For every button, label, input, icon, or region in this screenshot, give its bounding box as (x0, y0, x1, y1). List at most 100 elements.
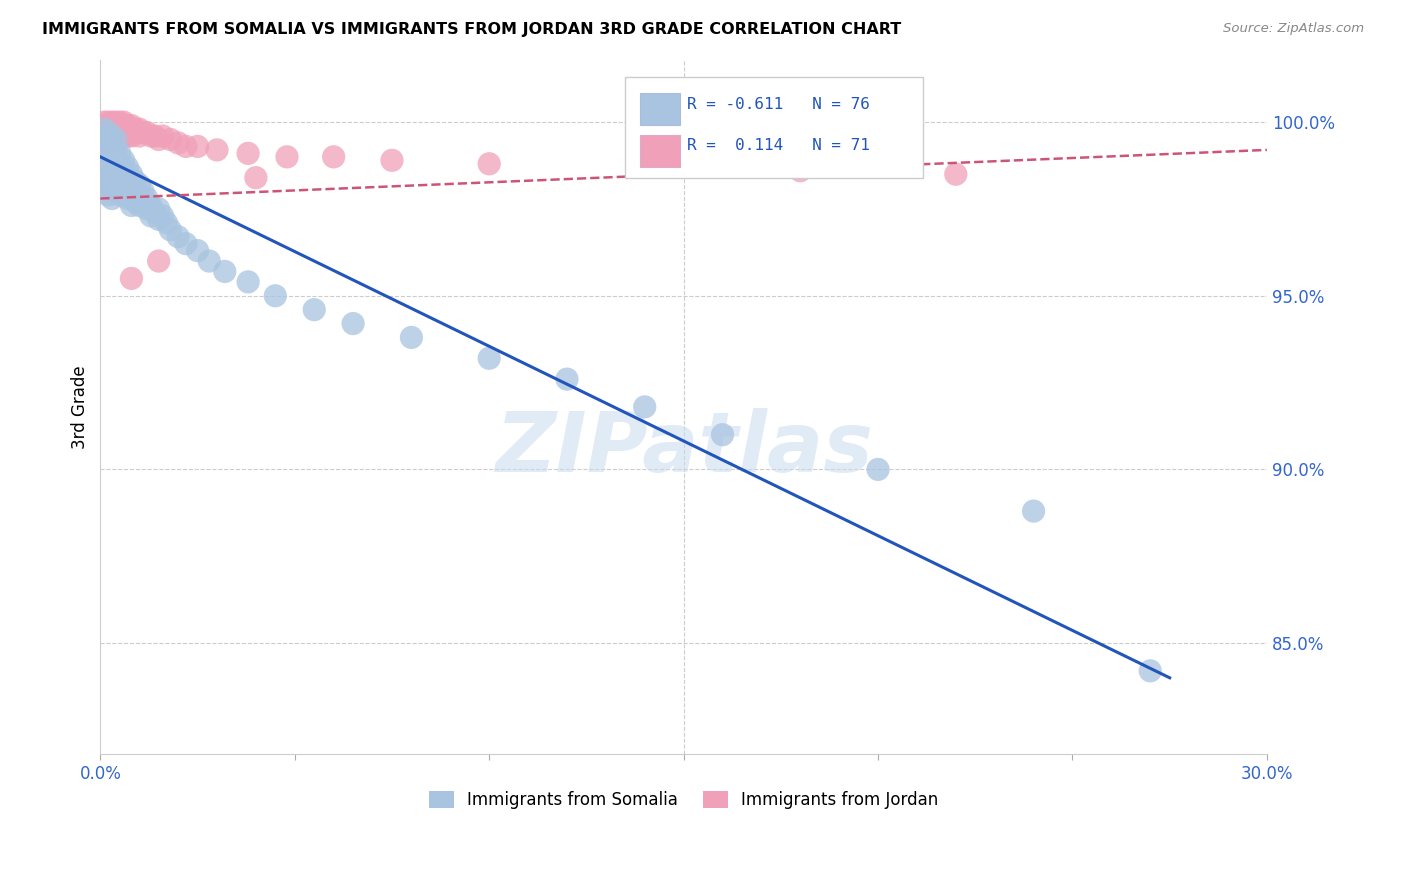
Point (143, 205, 166, 219)
Point (104, 132, 127, 146)
Point (342, 317, 364, 331)
Point (101, 170, 124, 185)
Point (124, 194, 146, 209)
Point (139, 128, 162, 143)
Point (93, 122, 115, 136)
Point (108, 115, 131, 129)
Point (104, 115, 127, 129)
Point (1139, 664, 1161, 678)
Point (381, 153, 404, 168)
Point (236, 275, 259, 289)
Point (128, 198, 150, 212)
Point (117, 161, 139, 175)
Point (174, 236, 197, 251)
Point (97, 146, 120, 161)
Point (101, 115, 124, 129)
Point (711, 427, 734, 442)
Point (112, 119, 135, 133)
Point (245, 170, 267, 185)
Point (112, 163, 135, 178)
Point (132, 194, 155, 209)
Point (117, 128, 139, 143)
Point (104, 153, 127, 168)
Point (634, 161, 657, 175)
Point (93, 119, 115, 133)
Point (1022, 504, 1045, 518)
Point (104, 132, 127, 146)
Text: IMMIGRANTS FROM SOMALIA VS IMMIGRANTS FROM JORDAN 3RD GRADE CORRELATION CHART: IMMIGRANTS FROM SOMALIA VS IMMIGRANTS FR… (42, 22, 901, 37)
Point (97, 188, 120, 202)
Point (112, 126, 135, 140)
Point (167, 229, 190, 244)
Text: R = -0.611   N = 76: R = -0.611 N = 76 (688, 97, 870, 112)
Point (112, 153, 135, 168)
Point (104, 185, 127, 199)
Point (97, 136, 120, 150)
Point (101, 132, 124, 146)
Point (302, 302, 325, 317)
Point (198, 254, 221, 268)
Point (112, 174, 135, 188)
Point (117, 192, 139, 206)
Point (108, 188, 131, 202)
FancyBboxPatch shape (641, 135, 681, 167)
Point (264, 289, 287, 303)
Point (117, 181, 139, 195)
Point (101, 192, 124, 206)
Point (93, 128, 115, 143)
Point (117, 170, 139, 185)
Point (152, 128, 174, 143)
Point (93, 143, 115, 157)
Point (93, 122, 115, 136)
Point (478, 157, 501, 171)
Point (120, 167, 142, 181)
Point (136, 126, 159, 140)
Point (128, 178, 150, 192)
Point (120, 119, 142, 133)
Point (128, 128, 150, 143)
Point (108, 167, 131, 181)
Y-axis label: 3rd Grade: 3rd Grade (72, 365, 89, 449)
Point (187, 244, 209, 258)
Point (108, 132, 131, 146)
Point (117, 119, 139, 133)
Point (789, 163, 811, 178)
Point (120, 178, 142, 192)
Point (101, 139, 124, 153)
Point (120, 122, 142, 136)
Point (101, 150, 124, 164)
Point (478, 351, 501, 366)
Point (401, 330, 423, 344)
Point (132, 185, 155, 199)
Text: R =  0.114   N = 71: R = 0.114 N = 71 (688, 138, 870, 153)
Point (117, 126, 139, 140)
Point (148, 202, 170, 216)
Point (108, 157, 131, 171)
Point (101, 119, 124, 133)
Point (143, 128, 166, 143)
Point (120, 198, 142, 212)
FancyBboxPatch shape (641, 94, 681, 126)
Point (139, 209, 162, 223)
Point (117, 122, 139, 136)
Point (136, 192, 159, 206)
Point (112, 115, 135, 129)
Point (97, 119, 120, 133)
Point (555, 372, 578, 386)
Point (97, 126, 120, 140)
FancyBboxPatch shape (626, 77, 922, 178)
Point (136, 202, 159, 216)
Point (276, 150, 298, 164)
Point (236, 146, 259, 161)
Point (148, 212, 170, 227)
Point (174, 139, 197, 153)
Point (101, 126, 124, 140)
Point (124, 122, 146, 136)
Point (97, 122, 120, 136)
Point (104, 119, 127, 133)
Point (97, 167, 120, 181)
Point (104, 128, 127, 143)
Point (187, 139, 209, 153)
Point (148, 254, 170, 268)
Point (868, 462, 890, 476)
